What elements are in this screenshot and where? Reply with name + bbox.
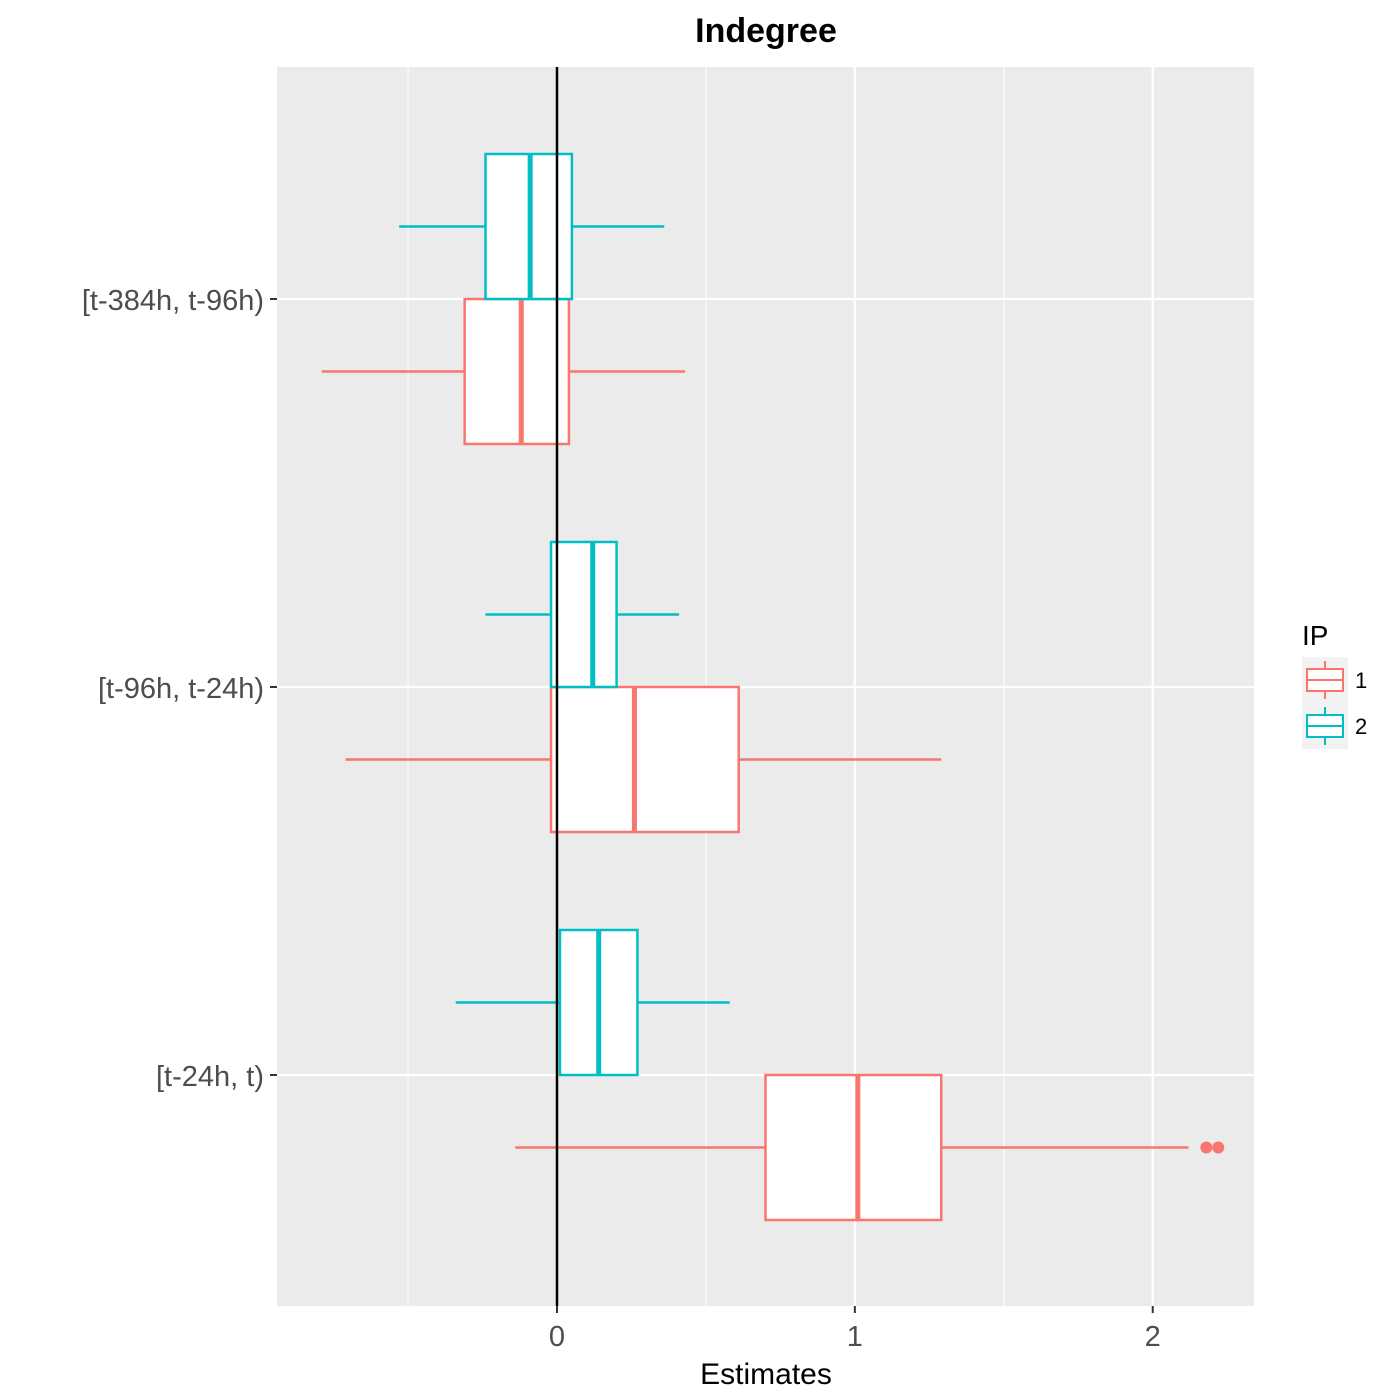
box-iqr xyxy=(549,685,740,834)
x-axis-title: Estimates xyxy=(700,1358,832,1391)
x-tick-label: 0 xyxy=(549,1321,565,1353)
box-ip2 xyxy=(485,540,680,689)
y-tick-label: [t-24h, t) xyxy=(156,1061,264,1093)
legend-entry-1: 1 xyxy=(1302,657,1367,703)
box-iqr xyxy=(549,540,618,689)
y-axis: [t-384h, t-96h) [t-96h, t-24h) [t-24h, t) xyxy=(82,285,277,1093)
legend-label: 1 xyxy=(1355,668,1367,693)
box-ip1 xyxy=(321,297,686,446)
x-axis: 0 1 2 xyxy=(549,1306,1161,1353)
legend-entry-2: 2 xyxy=(1302,703,1367,749)
chart-title: Indegree xyxy=(695,12,837,50)
legend-label: 2 xyxy=(1355,714,1367,739)
legend-title: IP xyxy=(1302,620,1328,651)
box-ip1 xyxy=(515,1073,1225,1222)
outlier-point xyxy=(1212,1141,1225,1154)
x-tick-label: 2 xyxy=(1145,1321,1161,1353)
box-ip1 xyxy=(345,685,942,834)
outlier-point xyxy=(1200,1141,1213,1154)
boxes-layer xyxy=(321,152,1225,1222)
y-tick-label: [t-96h, t-24h) xyxy=(98,673,264,705)
box-iqr xyxy=(764,1073,943,1222)
y-tick-label: [t-384h, t-96h) xyxy=(82,285,264,317)
legend: IP 12 xyxy=(1302,620,1367,749)
legend-entries: 12 xyxy=(1302,657,1367,749)
box-ip2 xyxy=(455,928,730,1077)
box-iqr xyxy=(463,297,571,446)
x-tick-label: 1 xyxy=(847,1321,863,1353)
